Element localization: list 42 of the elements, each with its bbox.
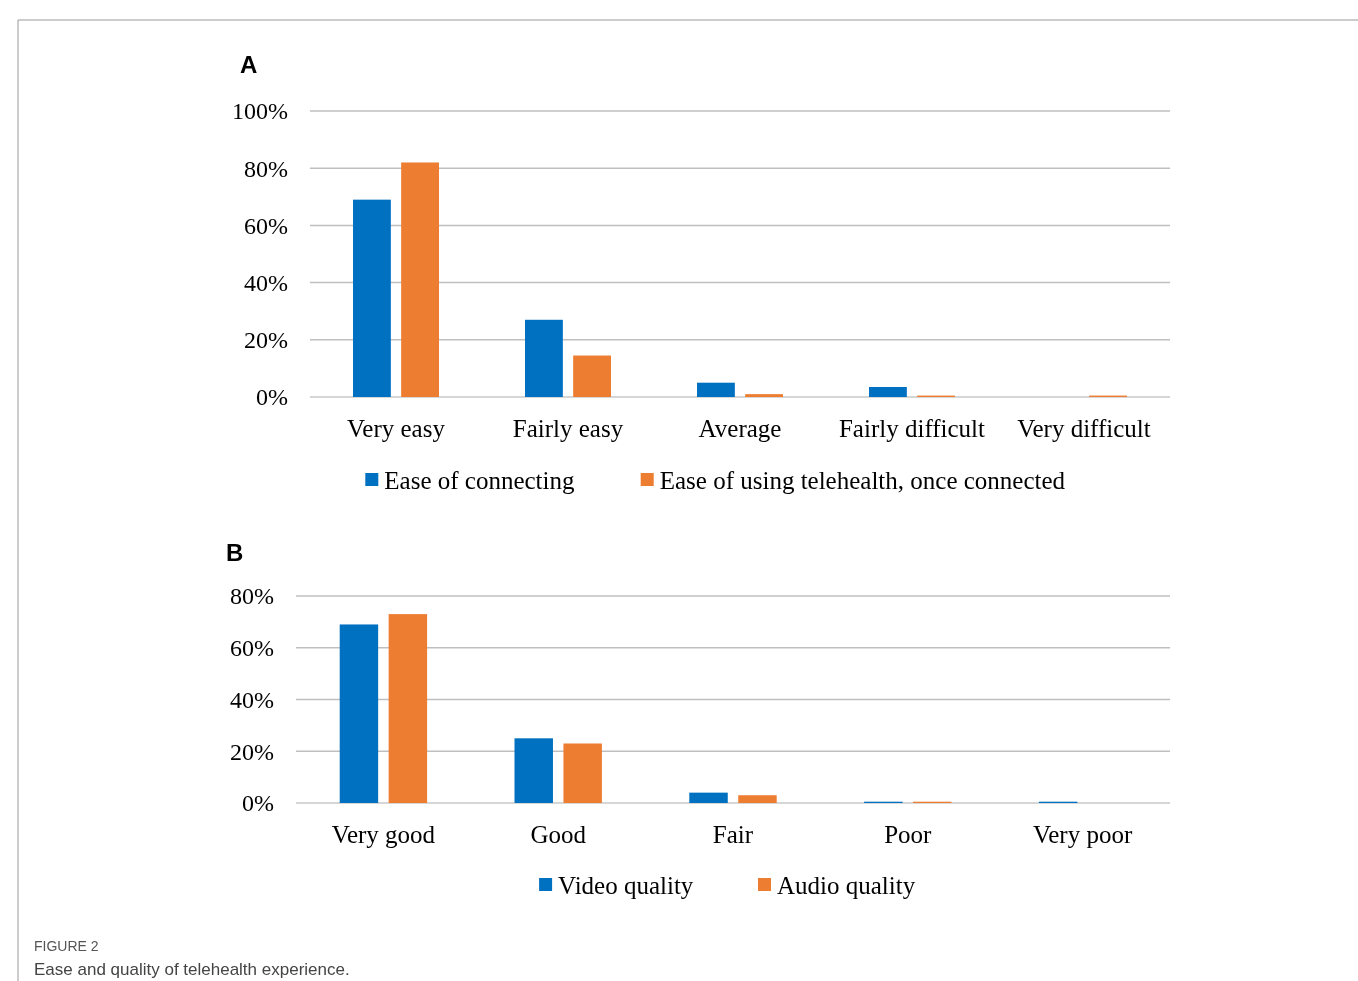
legend-label: Video quality — [558, 871, 694, 899]
x-tick-label: Very poor — [1032, 821, 1133, 848]
y-tick-label: 60% — [244, 212, 288, 239]
y-tick-label: 80% — [244, 155, 288, 182]
bar — [869, 386, 907, 397]
y-tick-label: 80% — [230, 583, 274, 610]
bar — [388, 614, 428, 803]
y-tick-label: 0% — [242, 790, 274, 817]
y-tick-label: 40% — [230, 686, 274, 713]
y-tick-label: 20% — [230, 738, 274, 765]
bar — [689, 792, 728, 803]
y-tick-label: 60% — [230, 635, 274, 662]
bar — [563, 743, 602, 803]
y-tick-label: 0% — [256, 384, 288, 411]
x-tick-label: Good — [530, 821, 587, 848]
bar — [738, 795, 777, 803]
chart-title: A — [240, 51, 258, 78]
x-tick-label: Poor — [884, 821, 933, 848]
x-tick-label: Very easy — [347, 415, 446, 442]
y-tick-label: 100% — [232, 98, 288, 125]
legend-label: Audio quality — [777, 871, 916, 899]
bar — [525, 319, 563, 397]
x-tick-label: Very good — [331, 821, 436, 848]
text: Ease and quality of telehealth experience. — [34, 960, 350, 979]
chart-title: B — [226, 539, 244, 566]
caption: FIGURE 2 — [34, 938, 99, 954]
y-tick-label: 40% — [244, 270, 288, 296]
bar — [339, 624, 379, 803]
x-tick-label: Fairly difficult — [838, 415, 986, 442]
bar — [573, 355, 611, 397]
bar — [401, 162, 439, 397]
bar — [353, 199, 391, 397]
y-tick-label: 20% — [244, 327, 288, 354]
legend-label: Ease of using telehealth, once connected — [659, 466, 1066, 494]
x-tick-label: Fair — [712, 821, 754, 848]
bar — [697, 382, 735, 397]
x-tick-label: Fairly easy — [512, 415, 624, 442]
bar — [745, 394, 783, 397]
legend-label: Ease of connecting — [384, 466, 575, 494]
x-tick-label: Average — [698, 415, 782, 442]
bar — [514, 738, 553, 803]
x-tick-label: Very difficult — [1017, 415, 1151, 442]
